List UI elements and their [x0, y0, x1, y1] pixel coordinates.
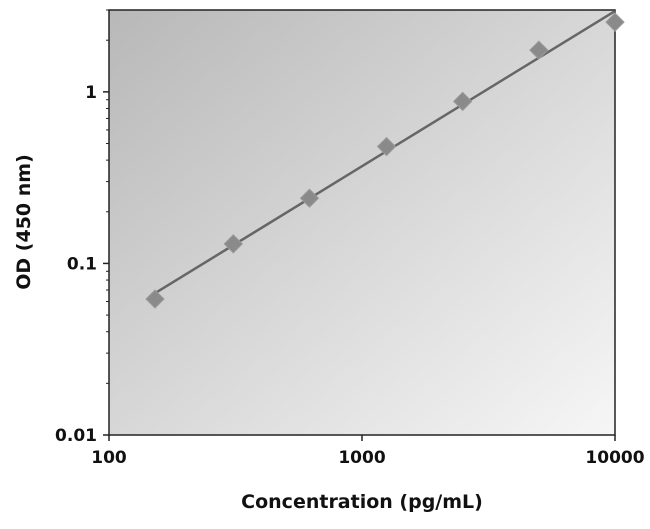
y-axis-label: OD (450 nm): [13, 154, 35, 290]
y-tick-label: 0.1: [67, 254, 97, 274]
data-point: [605, 12, 625, 32]
data-point: [223, 234, 244, 254]
x-tick-label: 10000: [585, 448, 644, 468]
x-axis-label: Concentration (pg/mL): [241, 491, 483, 513]
data-point: [452, 91, 473, 112]
x-tick-label: 100: [91, 448, 127, 468]
y-tick-label: 0.01: [55, 426, 97, 446]
data-point: [529, 40, 549, 60]
data-point: [376, 136, 397, 157]
data-point: [299, 188, 320, 208]
x-tick-label: 1000: [338, 448, 385, 468]
plot-area: [108, 9, 616, 436]
data-point: [145, 289, 165, 309]
y-tick-label: 1: [85, 83, 97, 103]
